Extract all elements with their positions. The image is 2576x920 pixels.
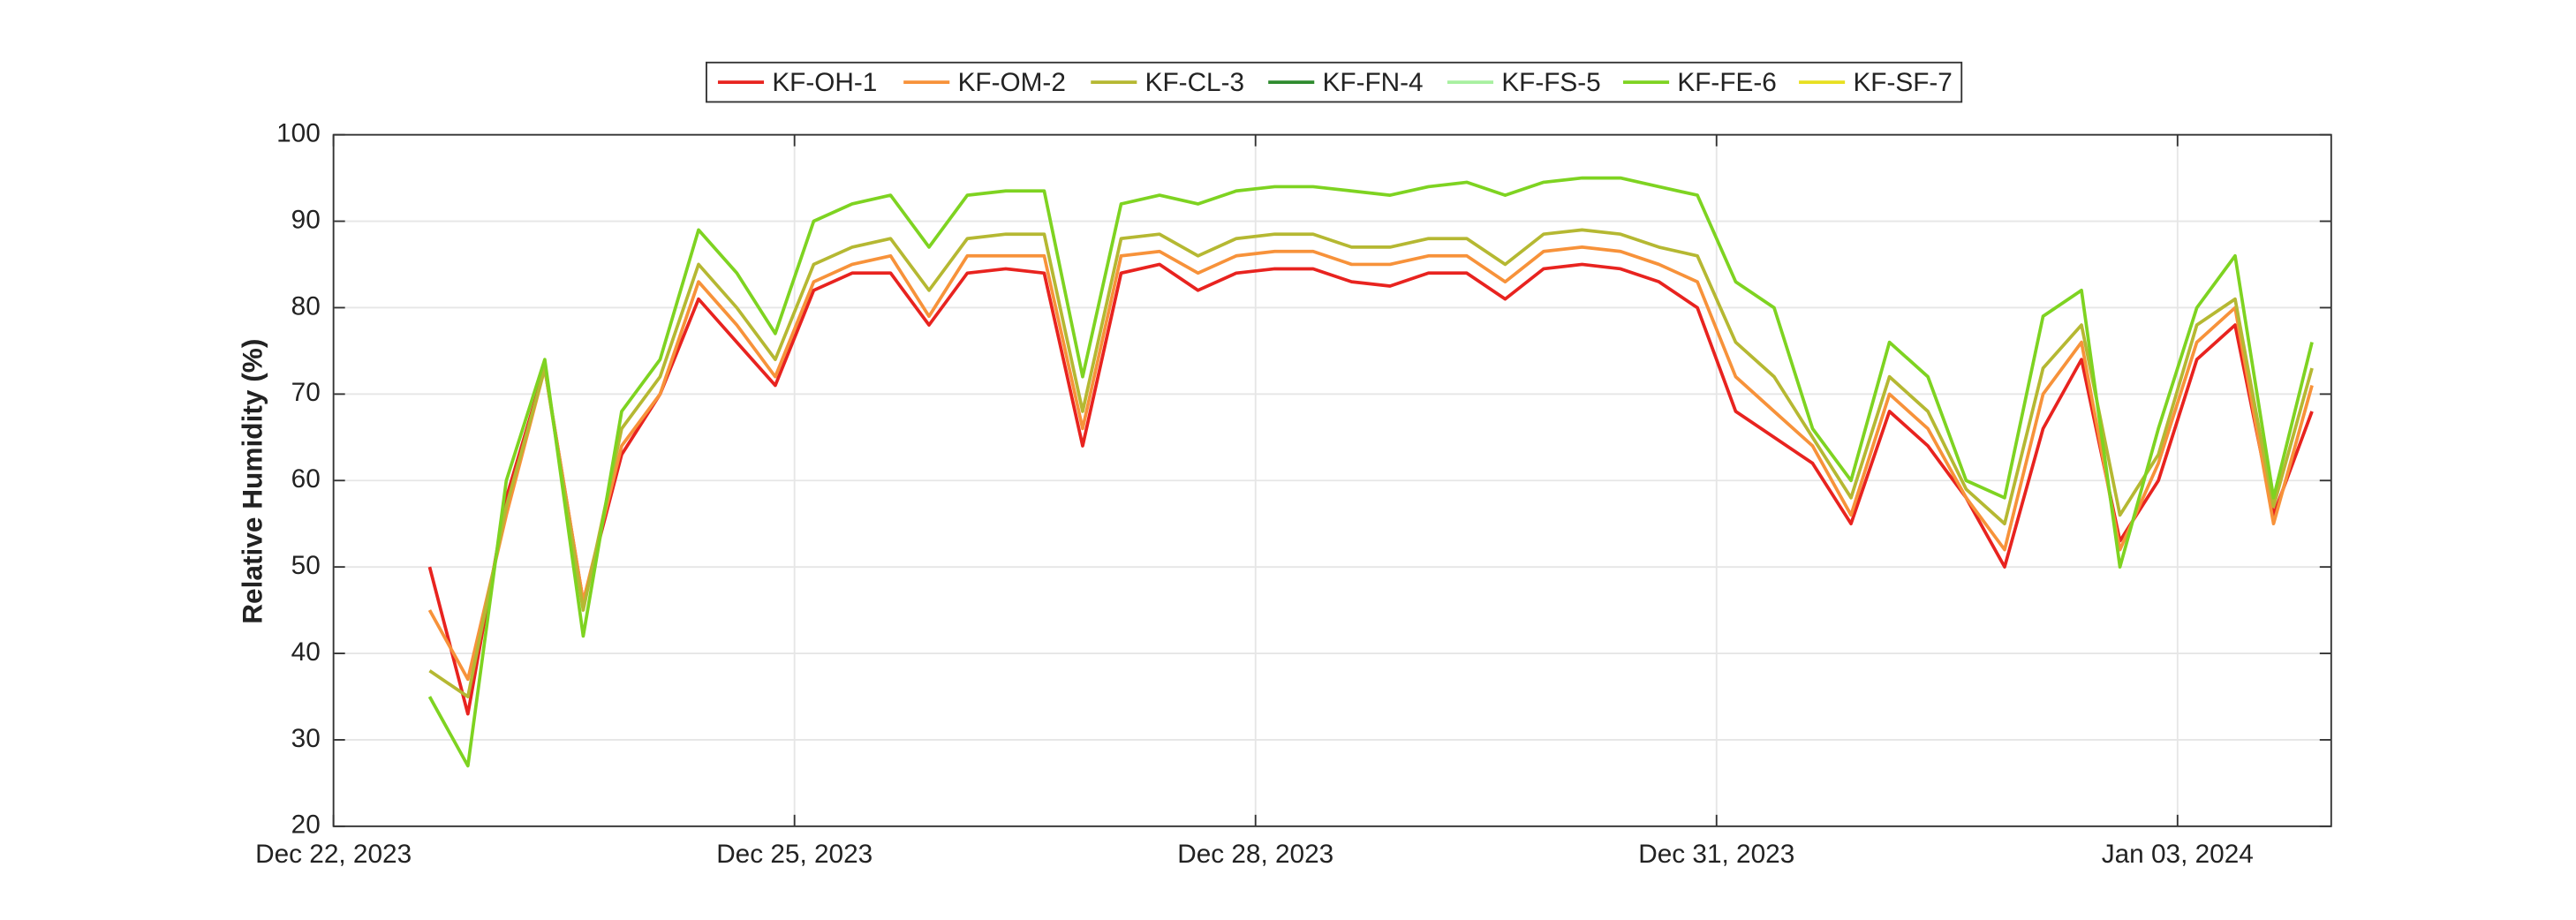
y-tick-label: 50	[291, 551, 321, 580]
y-tick-label: 40	[291, 637, 321, 667]
x-tick-label: Dec 25, 2023	[716, 840, 873, 869]
series-line	[428, 228, 2314, 698]
legend-label: KF-FS-5	[1501, 68, 1600, 97]
legend-label: KF-SF-7	[1853, 68, 1952, 97]
legend-label: KF-FE-6	[1677, 68, 1776, 97]
legend-label: KF-CL-3	[1145, 68, 1244, 97]
x-tick-label: Jan 03, 2024	[2102, 840, 2254, 869]
plot-frame	[332, 133, 2332, 827]
y-axis-label: Relative Humidity (%)	[237, 339, 268, 624]
x-tick-label: Dec 31, 2023	[1638, 840, 1794, 869]
x-tick-label: Dec 28, 2023	[1177, 840, 1333, 869]
y-tick-label: 60	[291, 464, 321, 494]
series-line	[427, 245, 2314, 682]
legend-label: KF-OH-1	[772, 68, 877, 97]
y-tick-label: 30	[291, 724, 321, 753]
legend-label: KF-OM-2	[958, 68, 1066, 97]
y-tick-label: 100	[276, 119, 321, 148]
legend-label: KF-FN-4	[1323, 68, 1424, 97]
y-tick-label: 80	[291, 291, 321, 320]
series-line	[427, 176, 2314, 768]
series-line	[427, 262, 2314, 716]
y-tick-label: 90	[291, 205, 321, 234]
y-tick-label: 20	[291, 811, 321, 840]
y-tick-label: 70	[291, 378, 321, 407]
x-tick-label: Dec 22, 2023	[255, 840, 412, 869]
